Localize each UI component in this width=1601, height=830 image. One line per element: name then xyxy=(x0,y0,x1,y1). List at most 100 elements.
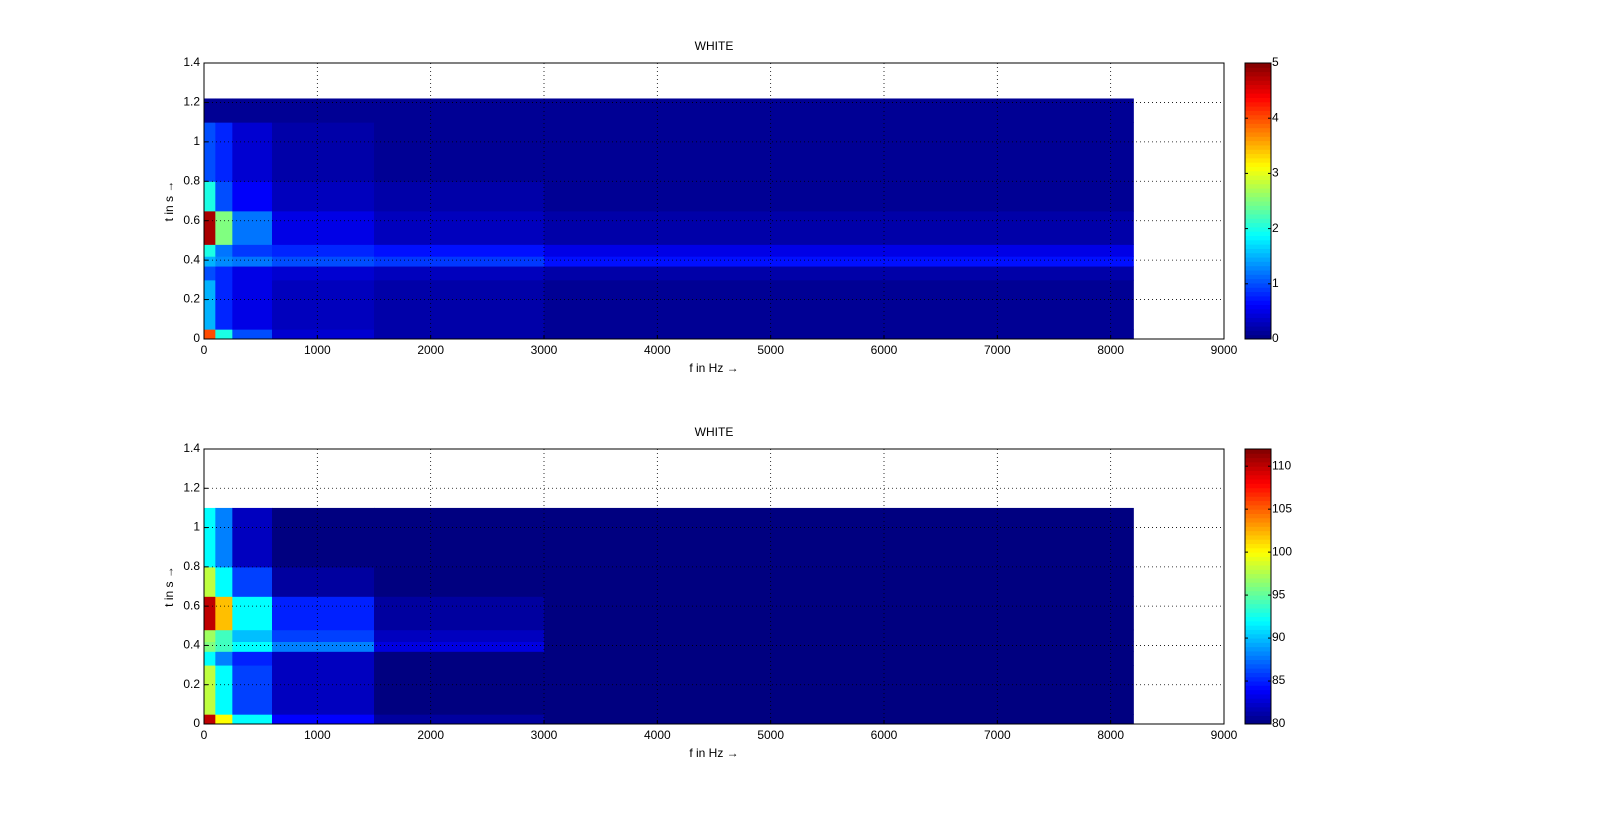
colorbar-swatch xyxy=(1245,638,1271,643)
colorbar-swatch xyxy=(1245,522,1271,527)
colorbar-swatch xyxy=(1245,80,1271,86)
heatmap-cell xyxy=(272,641,375,652)
colorbar-swatch xyxy=(1245,607,1271,613)
heatmap-cell xyxy=(272,266,375,281)
heatmap-cell xyxy=(215,98,233,123)
heatmap-cell xyxy=(374,98,545,123)
heatmap-cell xyxy=(232,181,273,212)
heatmap-cell xyxy=(232,244,273,257)
colorbar-swatch xyxy=(1245,453,1271,459)
colorbar-swatch xyxy=(1245,565,1271,570)
heatmap-cell xyxy=(204,266,216,281)
heatmap-cell xyxy=(544,256,1134,267)
colorbar-tick-label: 95 xyxy=(1272,587,1286,601)
colorbar-swatch xyxy=(1245,711,1271,716)
colorbar-swatch xyxy=(1245,257,1271,262)
colorbar-tick-label: 90 xyxy=(1272,630,1286,644)
colorbar-swatch xyxy=(1245,295,1271,301)
colorbar-swatch xyxy=(1245,235,1271,241)
x-tick-label: 1000 xyxy=(304,728,331,742)
colorbar-swatch xyxy=(1245,119,1271,124)
colorbar-swatch xyxy=(1245,183,1271,189)
colorbar-swatch xyxy=(1245,543,1271,549)
colorbar-swatch xyxy=(1245,239,1271,245)
colorbar-swatch xyxy=(1245,504,1271,510)
colorbar-swatch xyxy=(1245,75,1271,81)
heatmap-cell xyxy=(232,665,273,715)
y-tick-label: 0 xyxy=(193,716,200,730)
heatmap-cell xyxy=(374,596,545,631)
chart-title: WHITE xyxy=(695,425,734,439)
heatmap-cell xyxy=(232,507,273,568)
colorbar-swatch xyxy=(1245,633,1271,639)
x-tick-label: 9000 xyxy=(1211,343,1238,357)
y-tick-label: 1 xyxy=(193,134,200,148)
colorbar-swatch xyxy=(1245,577,1271,583)
y-tick-label: 1 xyxy=(193,520,200,534)
colorbar-swatch xyxy=(1245,646,1271,652)
colorbar-swatch xyxy=(1245,287,1271,293)
heatmap-cell xyxy=(544,566,1134,597)
colorbar-swatch xyxy=(1245,270,1271,275)
heatmap-cell xyxy=(374,566,545,597)
heatmap-cell xyxy=(232,256,273,267)
colorbar-swatch xyxy=(1245,114,1271,120)
colorbar-swatch xyxy=(1245,474,1271,480)
chart-title: WHITE xyxy=(695,39,734,53)
heatmap-cell xyxy=(544,629,1134,642)
heatmap-cell xyxy=(374,244,545,257)
heatmap-cell xyxy=(232,329,273,340)
colorbar-swatch xyxy=(1245,547,1271,553)
heatmap-cell xyxy=(204,122,216,182)
heatmap-cell xyxy=(204,279,216,330)
x-tick-label: 4000 xyxy=(644,728,671,742)
heatmap-cell xyxy=(374,329,545,340)
heatmap-cell xyxy=(215,507,233,568)
y-tick-label: 0.6 xyxy=(183,213,200,227)
colorbar-frame xyxy=(1244,448,1272,725)
heatmap-cell xyxy=(374,266,545,281)
heatmap-cell xyxy=(232,279,273,330)
heatmap-cell xyxy=(374,651,545,666)
heatmap-cell xyxy=(544,507,1134,568)
heatmap-cell xyxy=(272,181,375,212)
y-tick-label: 1.2 xyxy=(183,95,200,109)
colorbar-swatch xyxy=(1245,252,1271,258)
x-tick-label: 0 xyxy=(201,728,208,742)
colorbar-swatch xyxy=(1245,457,1271,463)
heatmap-cell xyxy=(374,279,545,330)
heatmap-cell xyxy=(215,329,233,340)
colorbar-swatch xyxy=(1245,719,1271,725)
heatmap-cell xyxy=(272,122,375,182)
heatmap-cell xyxy=(204,244,216,257)
colorbar-swatch xyxy=(1245,209,1271,215)
y-tick-label: 0.2 xyxy=(183,292,200,306)
colorbar-swatch xyxy=(1245,491,1271,497)
colorbar-swatch xyxy=(1245,560,1271,566)
colorbar-swatch xyxy=(1245,97,1271,103)
heatmap-cell xyxy=(544,329,1134,340)
heatmap-cell xyxy=(544,714,1134,725)
colorbar-swatch xyxy=(1245,188,1271,193)
colorbar-swatch xyxy=(1245,106,1271,111)
colorbar-swatch xyxy=(1245,157,1271,163)
x-tick-label: 3000 xyxy=(531,343,558,357)
colorbar-swatch xyxy=(1245,461,1271,467)
heatmap-cell xyxy=(232,714,273,725)
colorbar-swatch xyxy=(1245,244,1271,249)
heatmap-cell xyxy=(215,181,233,212)
colorbar-swatch xyxy=(1245,132,1271,137)
colorbar-swatch xyxy=(1245,313,1271,318)
colorbar-swatch xyxy=(1245,655,1271,661)
colorbar-swatch xyxy=(1245,140,1271,146)
colorbar-swatch xyxy=(1245,93,1271,98)
heatmap-cell xyxy=(204,596,216,631)
x-tick-label: 6000 xyxy=(871,343,898,357)
heatmap-cell xyxy=(215,714,233,725)
colorbar-swatch xyxy=(1245,222,1271,228)
colorbar-tick-label: 100 xyxy=(1272,544,1292,558)
heatmap-cell xyxy=(204,665,216,715)
y-tick-label: 0.6 xyxy=(183,598,200,612)
colorbar-swatch xyxy=(1245,67,1271,73)
